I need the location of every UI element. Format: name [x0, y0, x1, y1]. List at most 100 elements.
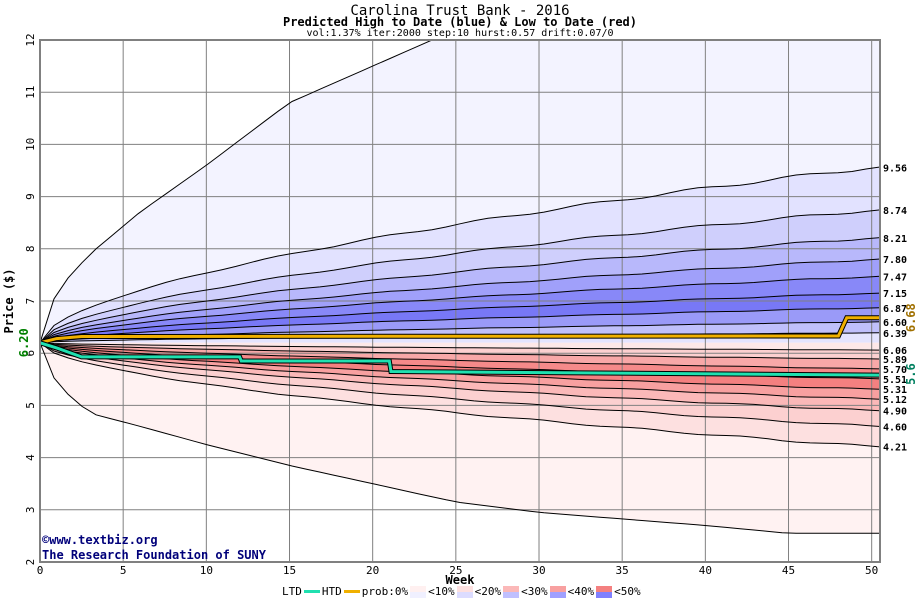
legend-50: <50%: [614, 585, 641, 598]
lower-quantile-line: [40, 342, 880, 370]
legend-htd-label: HTD: [321, 585, 342, 598]
legend-swatch-30: [503, 585, 520, 598]
legend-prob-label: prob:0%: [361, 585, 409, 598]
upper-quantile-line: [40, 209, 880, 344]
quantile-end-label: 7.47: [883, 272, 907, 283]
upper-band: [40, 293, 880, 343]
lower-band: [40, 342, 880, 411]
min-envelope: [40, 342, 880, 534]
x-tick-label: 10: [200, 564, 213, 577]
upper-quantile-line: [40, 275, 880, 344]
quantile-end-label: 4.21: [883, 443, 907, 454]
legend: LTD HTD prob:0% <10% <20% <30% <40% <50%: [282, 585, 641, 598]
credit: ©www.textbiz.org The Research Foundation…: [42, 533, 266, 563]
lower-quantile-line: [40, 342, 880, 360]
lower-band: [40, 342, 880, 390]
y-tick-label: 12: [24, 33, 37, 46]
htd-end-label: 6.68: [904, 303, 918, 332]
upper-band: [40, 167, 880, 343]
quantile-end-label: 7.80: [883, 255, 907, 266]
start-price-label: 6.20: [17, 328, 31, 357]
upper-band: [40, 307, 880, 343]
x-axis-label: Week: [446, 573, 476, 587]
lower-band: [40, 342, 880, 400]
quantile-end-label: 5.70: [883, 365, 907, 376]
quantile-end-label: 6.60: [883, 318, 907, 329]
credit-url: ©www.textbiz.org: [42, 533, 158, 547]
lower-band: [40, 342, 880, 369]
legend-ltd-label: LTD: [282, 585, 302, 598]
chart-params: vol:1.37% iter:2000 step:10 hurst:0.57 d…: [306, 28, 614, 39]
y-tick-label: 2: [24, 559, 37, 566]
quantile-end-label: 5.12: [883, 395, 907, 406]
lower-band: [40, 342, 880, 351]
ltd-end-label: 5.6: [904, 363, 918, 385]
upper-band: [40, 209, 880, 343]
upper-quantile-line: [40, 307, 880, 344]
lower-quantile-line: [40, 342, 880, 448]
x-tick-label: 40: [699, 564, 712, 577]
legend-ltd-line: [303, 590, 320, 593]
upper-quantile-line: [40, 258, 880, 344]
x-tick-label: 20: [366, 564, 379, 577]
y-tick-label: 6: [24, 350, 37, 357]
upper-quantile-line: [40, 292, 880, 344]
x-tick-label: 35: [616, 564, 629, 577]
quantile-end-label: 4.90: [883, 407, 907, 418]
lower-quantile-line: [40, 342, 880, 427]
upper-band: [40, 276, 880, 343]
lower-quantile-line: [40, 342, 880, 412]
quantile-end-label: 8.74: [883, 206, 907, 217]
upper-band: [40, 259, 880, 343]
y-tick-label: 11: [24, 86, 37, 99]
y-tick-label: 7: [24, 298, 37, 305]
legend-swatch-20: [456, 585, 473, 598]
quantile-end-label: 7.15: [883, 289, 907, 300]
quantile-end-label: 9.56: [883, 163, 907, 174]
upper-band: [40, 237, 880, 343]
plot-border: [39, 39, 881, 563]
x-tick-label: 50: [865, 564, 878, 577]
quantile-end-label: 6.39: [883, 329, 907, 340]
lower-quantile-line: [40, 342, 880, 351]
x-tick-label: 25: [449, 564, 462, 577]
x-tick-label: 45: [782, 564, 795, 577]
credit-org: The Research Foundation of SUNY: [42, 548, 266, 562]
htd-line: [39, 316, 880, 345]
quantile-end-label: 5.51: [883, 375, 907, 386]
x-tick-label: 30: [532, 564, 545, 577]
legend-30: <30%: [521, 585, 548, 598]
y-tick-label: 3: [24, 506, 37, 513]
upper-quantile-line: [40, 237, 880, 344]
legend-swatch-50: [596, 585, 613, 598]
legend-40: <40%: [567, 585, 595, 598]
y-tick-label: 9: [24, 193, 37, 200]
ltd-line: [39, 341, 881, 377]
legend-htd-line: [343, 590, 360, 593]
x-tick-label: 0: [37, 564, 44, 577]
quantile-end-label: 8.21: [883, 234, 907, 245]
quantile-end-label: 6.06: [883, 346, 907, 357]
y-axis-label: Price ($): [2, 268, 16, 333]
quantile-end-label: 4.60: [883, 422, 907, 433]
legend-10: <10%: [428, 585, 455, 598]
quantile-end-label: 5.31: [883, 385, 907, 396]
lower-band: [40, 342, 880, 447]
upper-quantile-line: [40, 166, 880, 344]
quantile-end-label: 6.87: [883, 304, 907, 315]
upper-band: [40, 40, 880, 343]
legend-swatch-40: [549, 585, 566, 598]
chart-title: Carolina Trust Bank - 2016: [350, 3, 570, 19]
quantile-end-label: 5.89: [883, 355, 907, 366]
lower-band: [40, 342, 880, 359]
x-tick-label: 15: [283, 564, 296, 577]
y-tick-label: 4: [24, 454, 37, 461]
y-tick-label: 8: [24, 245, 37, 252]
y-tick-label: 10: [24, 138, 37, 151]
x-tick-label: 5: [120, 564, 127, 577]
max-envelope: [40, 40, 434, 343]
chart-subtitle: Predicted High to Date (blue) & Low to D…: [282, 15, 637, 29]
lower-quantile-line: [40, 342, 880, 400]
